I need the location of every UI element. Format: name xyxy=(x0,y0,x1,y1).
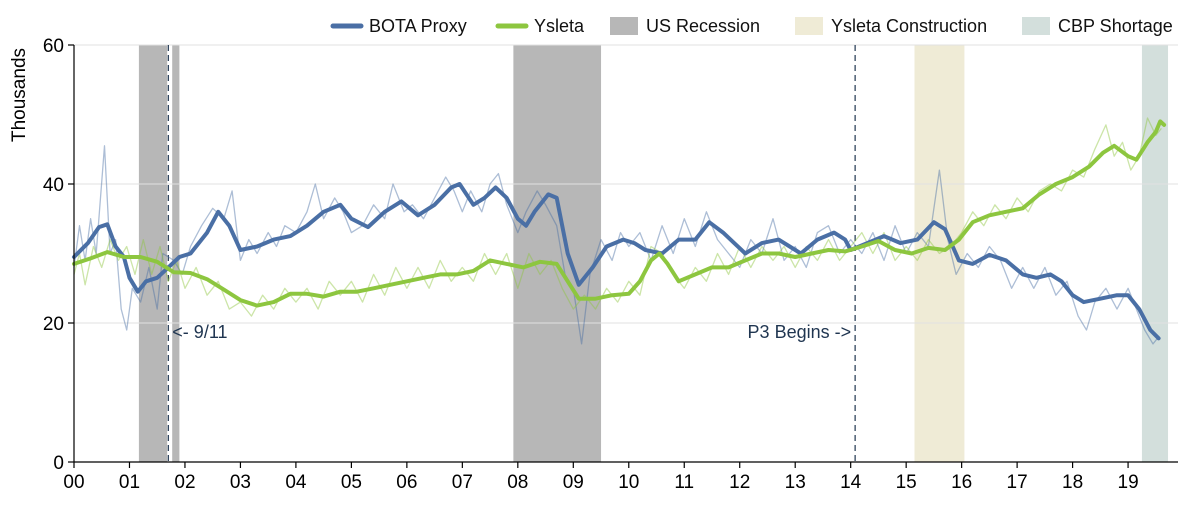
y-tick-label-0: 0 xyxy=(53,453,64,474)
smoothed-line-ysleta xyxy=(72,119,1167,308)
legend-swatch-us-recession xyxy=(610,17,638,35)
y-tick-label-60: 60 xyxy=(43,36,64,57)
x-tick-label-05: 05 xyxy=(341,472,362,493)
x-tick-label-07: 07 xyxy=(452,472,473,493)
x-tick-label-08: 08 xyxy=(507,472,528,493)
legend-label-ysleta-construction: Ysleta Construction xyxy=(831,16,987,36)
x-tick-label-17: 17 xyxy=(1007,472,1028,493)
smoothed-line-bota-proxy xyxy=(72,182,1161,341)
x-tick-label-19: 19 xyxy=(1118,472,1139,493)
raw-series xyxy=(73,117,1162,345)
x-tick-label-01: 01 xyxy=(119,472,140,493)
shaded-region-cbp-shortage-4 xyxy=(1141,45,1169,462)
legend-swatch-cbp-shortage xyxy=(1022,17,1050,35)
gridlines xyxy=(74,44,1178,324)
x-tick-label-06: 06 xyxy=(396,472,417,493)
x-tick-label-09: 09 xyxy=(563,472,584,493)
x-tick-label-12: 12 xyxy=(729,472,750,493)
event-line-label-1: P3 Begins -> xyxy=(748,322,852,342)
x-tick-label-15: 15 xyxy=(896,472,917,493)
x-tick-label-10: 10 xyxy=(618,472,639,493)
event-line-label-0: <- 9/11 xyxy=(172,322,227,342)
shaded-regions xyxy=(138,45,1169,462)
x-tick-label-14: 14 xyxy=(840,472,862,493)
x-tick-label-03: 03 xyxy=(230,472,251,493)
x-tick-label-11: 11 xyxy=(674,472,694,493)
legend: BOTA Proxy Ysleta US Recession Ysleta Const… xyxy=(330,16,1173,36)
shaded-region-us-recession-1 xyxy=(172,45,180,462)
axes: 0 20 40 60 00 01 02 03 04 05 06 07 08 09 10 11 12 13 14 15 1… xyxy=(43,36,1178,493)
legend-label-ysleta: Ysleta xyxy=(534,16,585,36)
legend-label-us-recession: US Recession xyxy=(646,16,760,36)
y-tick-label-40: 40 xyxy=(43,175,64,196)
x-tick-label-18: 18 xyxy=(1062,472,1083,493)
x-tick-label-16: 16 xyxy=(951,472,972,493)
x-tick-label-13: 13 xyxy=(785,472,806,493)
y-tick-label-20: 20 xyxy=(43,314,64,335)
legend-swatch-ysleta-construction xyxy=(795,17,823,35)
x-tick-label-00: 00 xyxy=(63,472,84,493)
legend-label-bota-proxy: BOTA Proxy xyxy=(369,16,467,36)
shaded-region-us-recession-0 xyxy=(138,45,168,462)
y-axis-label: Thousands xyxy=(9,48,30,142)
x-tick-label-04: 04 xyxy=(285,472,307,493)
shaded-region-us-recession-2 xyxy=(513,45,602,462)
x-tick-label-02: 02 xyxy=(174,472,195,493)
smoothed-series xyxy=(72,119,1167,341)
event-lines: <- 9/11 P3 Begins -> xyxy=(167,45,856,462)
raw-line-ysleta xyxy=(73,117,1162,317)
legend-label-cbp-shortage: CBP Shortage xyxy=(1058,16,1173,36)
